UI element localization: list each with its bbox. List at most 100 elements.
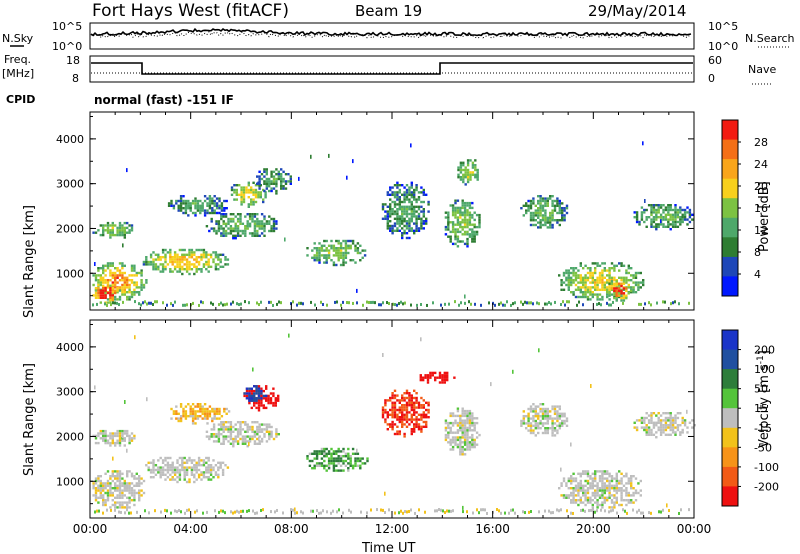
echo-cell (140, 288, 143, 291)
echo-cell (544, 410, 547, 413)
echo-cell (662, 216, 665, 219)
echo-cell (248, 397, 251, 400)
echo-cell (147, 260, 150, 264)
echo-cell (94, 294, 98, 297)
echo-cell (284, 237, 286, 242)
echo-cell (676, 216, 680, 219)
echo-cell (248, 232, 252, 235)
echo-cell (544, 302, 546, 306)
echo-cell (506, 300, 508, 304)
echo-cell (193, 258, 196, 261)
echo-cell (106, 441, 110, 445)
echo-cell (234, 435, 237, 438)
echo-cell (277, 170, 280, 173)
echo-cell (335, 247, 338, 250)
echo-cell (466, 242, 469, 246)
echo-cell (420, 217, 423, 220)
echo-cell (528, 301, 530, 305)
echo-cell (405, 236, 409, 240)
echo-cell (655, 436, 658, 439)
echo-cell (558, 219, 561, 222)
echo-cell (434, 378, 437, 382)
echo-cell (674, 431, 677, 434)
colorbar-tick-label: 28 (754, 136, 768, 149)
echo-cell (613, 506, 616, 509)
echo-cell (219, 253, 222, 256)
echo-cell (572, 293, 575, 296)
echo-cell (403, 193, 406, 196)
echo-cell (359, 251, 362, 255)
echo-cell (413, 430, 416, 433)
echo-cell (133, 283, 136, 287)
echo-cell (218, 417, 221, 420)
echo-cell (208, 437, 211, 441)
echo-cell (253, 222, 257, 225)
echo-cell (361, 256, 364, 259)
echo-cell (410, 399, 413, 402)
echo-cell (579, 264, 582, 267)
echo-cell (356, 249, 360, 252)
echo-cell (643, 416, 646, 420)
echo-cell (596, 302, 598, 306)
echo-cell (196, 410, 200, 413)
echo-cell (417, 227, 421, 230)
echo-cell (320, 300, 322, 304)
echo-cell (99, 289, 102, 292)
echo-cell (194, 199, 197, 203)
echo-cell (671, 416, 675, 420)
echo-cell (447, 431, 450, 434)
echo-cell (627, 292, 630, 295)
echo-cell (258, 175, 261, 178)
echo-cell (242, 188, 246, 192)
echo-cell (608, 496, 611, 499)
echo-cell (169, 464, 172, 467)
echo-cell (398, 217, 401, 220)
echo-cell (444, 419, 448, 422)
echo-cell (160, 510, 162, 514)
echo-cell (337, 259, 340, 262)
echo-cell (205, 468, 208, 472)
echo-cell (635, 419, 639, 422)
echo-cell (478, 221, 481, 224)
echo-cell (413, 428, 416, 431)
echo-cell (532, 214, 535, 217)
echo-cell (118, 279, 122, 282)
echo-cell (111, 472, 114, 475)
echo-cell (529, 202, 533, 205)
echo-cell (169, 473, 172, 476)
echo-cell (280, 175, 283, 178)
echo-cell (598, 279, 602, 282)
echo-cell (147, 263, 150, 266)
echo-cell (398, 184, 401, 187)
echo-cell (408, 220, 411, 223)
echo-cell (591, 293, 594, 296)
echo-cell (461, 433, 464, 437)
echo-cell (468, 426, 472, 430)
echo-cell (468, 206, 472, 210)
echo-cell (398, 418, 401, 421)
echo-cell (227, 217, 230, 221)
echo-cell (525, 204, 528, 207)
echo-cell (184, 207, 188, 210)
echo-cell (356, 288, 358, 293)
echo-cell (405, 416, 409, 419)
echo-cell (130, 281, 134, 284)
echo-cell (466, 237, 469, 241)
echo-cell (124, 511, 126, 515)
echo-cell (152, 263, 155, 266)
echo-cell (461, 228, 464, 231)
echo-cell (248, 435, 252, 438)
echo-cell (401, 406, 404, 409)
echo-cell (454, 213, 457, 217)
echo-cell (130, 511, 132, 515)
echo-cell (133, 499, 136, 502)
echo-cell (332, 459, 336, 463)
echo-cell (248, 387, 251, 390)
echo-cell (94, 510, 96, 514)
echo-cell (359, 259, 362, 262)
echo-cell (102, 233, 105, 237)
echo-cell (471, 441, 474, 444)
echo-cell (242, 193, 246, 196)
echo-cell (577, 484, 580, 487)
echo-cell (250, 387, 253, 390)
